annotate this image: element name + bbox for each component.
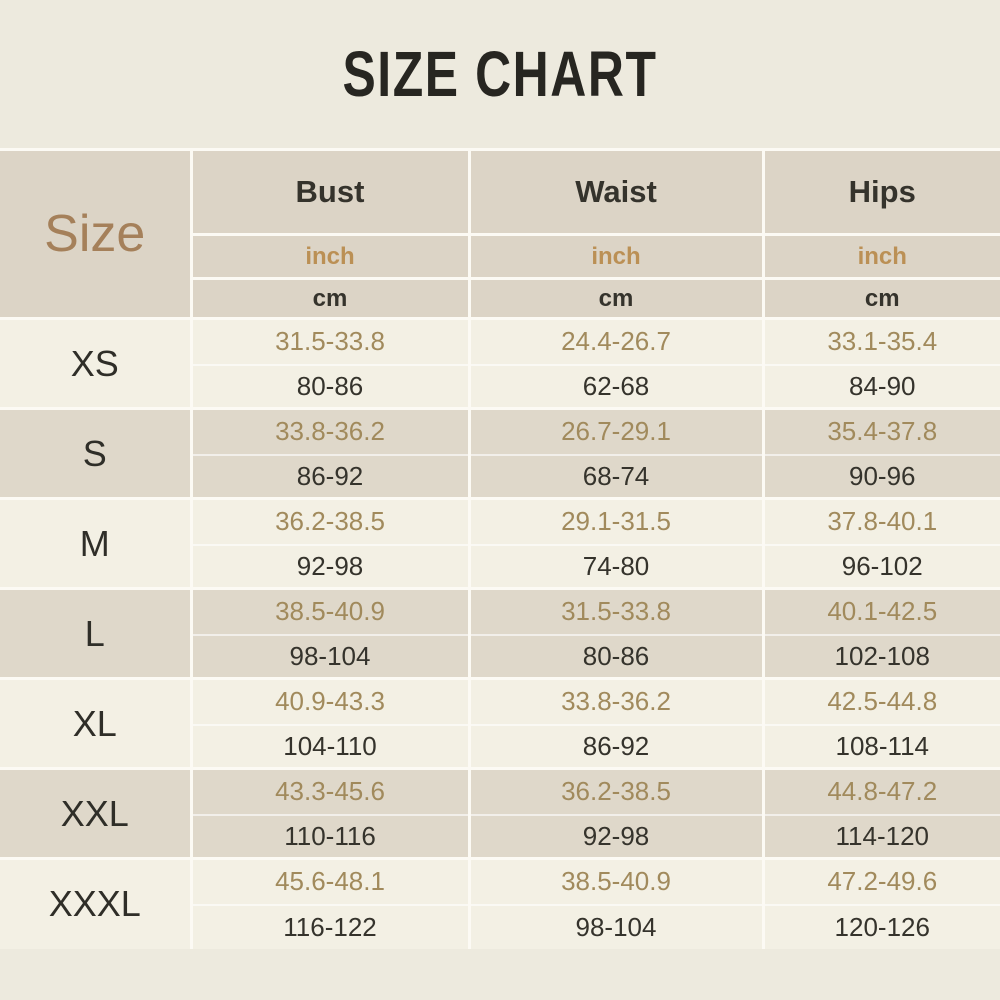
waist-cm-value: 86-92 <box>467 724 763 770</box>
unit-header-inch-bust: inch <box>189 234 469 280</box>
header-row-cm: cm cm cm <box>0 278 1000 320</box>
hips-inch-value: 47.2-49.6 <box>761 858 1000 906</box>
bust-inch-value: 31.5-33.8 <box>189 318 469 366</box>
title-band: SIZE CHART <box>0 0 1000 148</box>
hips-cm-value: 90-96 <box>761 454 1000 500</box>
waist-inch-value: 29.1-31.5 <box>467 498 763 546</box>
hips-cm-value: 84-90 <box>761 364 1000 410</box>
hips-inch-value: 37.8-40.1 <box>761 498 1000 546</box>
hips-cm-value: 108-114 <box>761 724 1000 770</box>
bust-inch-value: 38.5-40.9 <box>189 588 469 636</box>
table-row: XXXL 45.6-48.1 38.5-40.9 47.2-49.6 <box>0 858 1000 949</box>
bust-cm-value: 116-122 <box>189 904 469 949</box>
column-header-bust: Bust <box>189 148 469 236</box>
size-row-label: L <box>0 588 191 680</box>
bust-inch-value: 43.3-45.6 <box>189 768 469 816</box>
page-title: SIZE CHART <box>342 38 658 110</box>
table-row: 104-110 86-92 108-114 <box>0 724 1000 770</box>
table-row: L 38.5-40.9 31.5-33.8 40.1-42.5 <box>0 588 1000 680</box>
bust-cm-value: 86-92 <box>189 454 469 500</box>
bust-cm-value: 80-86 <box>189 364 469 410</box>
size-chart-table: Size Bust Waist Hips inch inch inch cm c… <box>0 148 1000 949</box>
waist-inch-value: 36.2-38.5 <box>467 768 763 816</box>
hips-inch-value: 40.1-42.5 <box>761 588 1000 636</box>
size-row-label: XS <box>0 318 191 410</box>
hips-cm-value: 96-102 <box>761 544 1000 590</box>
table-row: 98-104 80-86 102-108 <box>0 634 1000 680</box>
hips-inch-value: 44.8-47.2 <box>761 768 1000 816</box>
unit-header-cm-hips: cm <box>761 278 1000 320</box>
table-row: 116-122 98-104 120-126 <box>0 904 1000 949</box>
size-row-label: XXXL <box>0 858 191 949</box>
table-row: XL 40.9-43.3 33.8-36.2 42.5-44.8 <box>0 678 1000 770</box>
table-row: 110-116 92-98 114-120 <box>0 814 1000 860</box>
hips-cm-value: 114-120 <box>761 814 1000 860</box>
hips-cm-value: 102-108 <box>761 634 1000 680</box>
waist-inch-value: 38.5-40.9 <box>467 858 763 906</box>
hips-cm-value: 120-126 <box>761 904 1000 949</box>
bust-cm-value: 110-116 <box>189 814 469 860</box>
waist-cm-value: 62-68 <box>467 364 763 410</box>
size-row-label: XXL <box>0 768 191 860</box>
size-corner-header: Size <box>0 148 191 320</box>
column-header-waist: Waist <box>467 148 763 236</box>
waist-inch-value: 26.7-29.1 <box>467 408 763 456</box>
hips-inch-value: 42.5-44.8 <box>761 678 1000 726</box>
waist-cm-value: 98-104 <box>467 904 763 949</box>
waist-inch-value: 24.4-26.7 <box>467 318 763 366</box>
table-row: 80-86 62-68 84-90 <box>0 364 1000 410</box>
size-row-label: S <box>0 408 191 500</box>
column-header-hips: Hips <box>761 148 1000 236</box>
bust-inch-value: 40.9-43.3 <box>189 678 469 726</box>
unit-header-cm-waist: cm <box>467 278 763 320</box>
waist-inch-value: 33.8-36.2 <box>467 678 763 726</box>
hips-inch-value: 35.4-37.8 <box>761 408 1000 456</box>
table-row: 86-92 68-74 90-96 <box>0 454 1000 500</box>
unit-header-cm-bust: cm <box>189 278 469 320</box>
unit-header-inch-waist: inch <box>467 234 763 280</box>
waist-cm-value: 92-98 <box>467 814 763 860</box>
waist-inch-value: 31.5-33.8 <box>467 588 763 636</box>
bust-inch-value: 36.2-38.5 <box>189 498 469 546</box>
waist-cm-value: 68-74 <box>467 454 763 500</box>
waist-cm-value: 74-80 <box>467 544 763 590</box>
hips-inch-value: 33.1-35.4 <box>761 318 1000 366</box>
size-row-label: M <box>0 498 191 590</box>
unit-header-inch-hips: inch <box>761 234 1000 280</box>
table-row: S 33.8-36.2 26.7-29.1 35.4-37.8 <box>0 408 1000 500</box>
table-row: 92-98 74-80 96-102 <box>0 544 1000 590</box>
bust-inch-value: 45.6-48.1 <box>189 858 469 906</box>
header-row-inch: inch inch inch <box>0 234 1000 280</box>
bust-cm-value: 92-98 <box>189 544 469 590</box>
bust-cm-value: 104-110 <box>189 724 469 770</box>
waist-cm-value: 80-86 <box>467 634 763 680</box>
size-row-label: XL <box>0 678 191 770</box>
header-row-measurements: Size Bust Waist Hips <box>0 148 1000 320</box>
bust-cm-value: 98-104 <box>189 634 469 680</box>
bust-inch-value: 33.8-36.2 <box>189 408 469 456</box>
table-row: M 36.2-38.5 29.1-31.5 37.8-40.1 <box>0 498 1000 590</box>
table-row: XXL 43.3-45.6 36.2-38.5 44.8-47.2 <box>0 768 1000 860</box>
table-row: XS 31.5-33.8 24.4-26.7 33.1-35.4 <box>0 318 1000 410</box>
